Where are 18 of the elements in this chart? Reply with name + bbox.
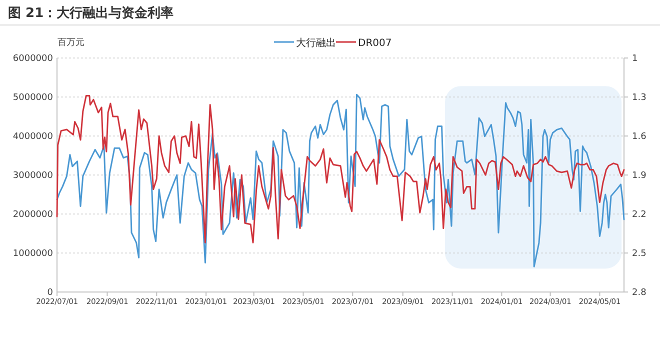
y-tick-label: 6000000: [12, 54, 54, 64]
y-axis-title: 百万元: [58, 37, 84, 48]
y2-tick-label: 1: [632, 54, 638, 64]
y2-tick-label: 2.5: [632, 249, 646, 259]
y2-tick-label: 2.8: [632, 288, 647, 298]
y2-tick-label: 2.2: [632, 210, 646, 220]
y-tick-label: 5000000: [12, 93, 54, 103]
y2-tick-label: 1.9: [632, 171, 647, 181]
legend-label: 大行融出: [296, 37, 336, 49]
y-tick-label: 4000000: [12, 132, 54, 142]
y-tick-label: 0: [47, 288, 54, 298]
y-tick-label: 2000000: [12, 210, 54, 220]
y-tick-label: 3000000: [12, 171, 54, 181]
legend-label: DR007: [358, 38, 392, 49]
y2-tick-label: 1.6: [632, 132, 647, 142]
y2-tick-label: 1.3: [632, 93, 646, 103]
chart-title: 图 21：大行融出与资金利率: [8, 5, 174, 21]
y-tick-label: 1000000: [12, 249, 54, 259]
